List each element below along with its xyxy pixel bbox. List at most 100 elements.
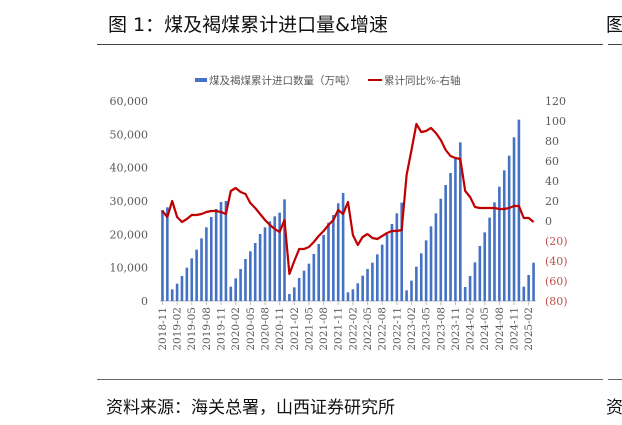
bar	[429, 226, 433, 301]
x-axis-tick-label: 2024-08	[494, 307, 506, 351]
bar	[180, 276, 184, 301]
bar	[332, 215, 335, 301]
x-axis-tick-label: 2023-05	[421, 307, 433, 351]
bar	[361, 275, 364, 301]
next-title-divider	[608, 44, 622, 45]
bar	[253, 243, 257, 301]
growth-line	[161, 122, 535, 276]
bar	[317, 244, 321, 301]
x-axis-tick-label: 2022-02	[347, 307, 359, 351]
bar	[434, 213, 438, 301]
x-axis-tick-label: 2021-02	[289, 307, 301, 351]
x-axis-tick-label: 2020-05	[245, 307, 257, 351]
bar	[175, 283, 179, 301]
bar	[278, 212, 281, 301]
bar	[463, 287, 467, 301]
figure-title: 图 1：煤及褐煤累计进口量&增速	[108, 14, 388, 36]
bar	[366, 269, 369, 301]
bar	[454, 158, 457, 301]
x-axis-tick-label: 2019-11	[216, 307, 228, 351]
bar	[527, 275, 530, 301]
bar	[473, 262, 477, 301]
bar	[322, 235, 325, 301]
bar	[405, 290, 408, 301]
bar	[205, 227, 208, 301]
x-axis-tick-label: 2022-05	[362, 307, 374, 351]
x-axis-tick-label: 2018-11	[157, 307, 169, 351]
bar	[478, 246, 482, 301]
bar	[166, 207, 169, 301]
bar	[234, 278, 237, 301]
x-axis-tick-label: 2023-08	[435, 307, 447, 351]
right-axis-tick-label: 100	[545, 115, 566, 128]
legend-label-bar: 煤及褐煤累计进口数量（万吨）	[209, 74, 356, 87]
x-axis-tick-label: 2025-02	[523, 307, 535, 351]
legend-label-line: 累计同比%-右轴	[384, 74, 461, 87]
bar	[351, 289, 355, 301]
x-axis-tick-label: 2019-02	[172, 307, 184, 351]
x-axis-tick-label: 2024-11	[509, 307, 521, 351]
bar	[283, 199, 286, 301]
bar	[522, 286, 526, 301]
bar	[532, 262, 535, 301]
bar	[288, 294, 291, 301]
bar	[224, 201, 228, 301]
right-axis-tick-label: 40	[545, 175, 559, 188]
bar	[307, 263, 311, 301]
legend-swatch-bar	[195, 78, 207, 82]
bar	[195, 249, 198, 301]
x-axis-tick-label: 2020-02	[230, 307, 242, 351]
bar	[200, 238, 203, 301]
right-axis-tick-label: (80)	[545, 295, 568, 308]
bar	[341, 193, 345, 301]
x-axis-tick-label: 2023-02	[406, 307, 418, 351]
bar	[390, 224, 394, 301]
x-axis-tick-label: 2019-05	[186, 307, 198, 351]
left-axis-tick-label: 0	[141, 295, 148, 308]
bar	[229, 286, 233, 301]
bar	[419, 253, 423, 301]
source-note: 资料来源：海关总署，山西证券研究所	[106, 398, 395, 418]
next-footer-divider	[608, 379, 622, 380]
bar	[190, 258, 194, 301]
bar	[312, 254, 316, 301]
bar	[488, 217, 491, 301]
x-axis-tick-label: 2021-08	[318, 307, 330, 351]
bar	[385, 234, 389, 301]
bar	[468, 276, 472, 301]
x-axis-tick-label: 2019-08	[201, 307, 213, 351]
right-axis-tick-label: (60)	[545, 275, 568, 288]
legend-swatch-line	[368, 79, 382, 81]
bar	[297, 278, 301, 301]
right-axis-tick-label: 20	[545, 195, 559, 208]
bar	[239, 269, 242, 301]
bar	[517, 119, 521, 302]
x-axis-tick-label: 2022-11	[391, 307, 403, 351]
next-source-clipped: 资	[606, 398, 622, 418]
bar	[356, 283, 360, 301]
bar	[439, 198, 443, 301]
title-divider	[97, 44, 603, 45]
bar	[410, 280, 413, 301]
x-axis-tick-label: 2024-05	[479, 307, 491, 351]
bar	[302, 270, 306, 301]
bar	[327, 222, 330, 301]
bar	[219, 202, 223, 301]
bar	[170, 289, 174, 301]
bar	[459, 142, 462, 301]
bar	[375, 254, 379, 301]
right-axis-tick-label: (40)	[545, 255, 568, 268]
bar	[395, 213, 399, 301]
left-axis-tick-label: 10,000	[110, 262, 149, 275]
right-axis-tick-label: (20)	[545, 235, 568, 248]
bar	[424, 240, 428, 301]
bar	[400, 202, 404, 301]
bar	[483, 232, 487, 301]
bar	[493, 202, 496, 301]
bar	[346, 292, 350, 301]
bar	[449, 173, 452, 301]
bar	[415, 266, 418, 301]
footer-divider	[97, 379, 603, 380]
right-axis-tick-label: 80	[545, 135, 559, 148]
